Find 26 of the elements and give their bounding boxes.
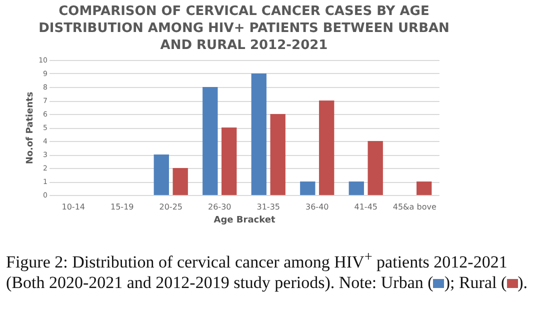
x-tick-label: 10-14 (62, 202, 85, 212)
text: AND RURAL 2012-2021 (160, 38, 328, 53)
bar (319, 100, 334, 195)
bar (222, 128, 237, 195)
bar (154, 154, 169, 195)
x-tick-label: 45&a bove (392, 202, 436, 212)
bar (368, 141, 383, 195)
x-tick-label: 15-19 (110, 202, 134, 212)
x-tick-label: 31-35 (256, 202, 280, 212)
text: DISTRIBUTION AMONG HIV+ PATIENTS BETWEEN URBAN (38, 21, 450, 36)
x-tick-label: 36-40 (306, 202, 329, 212)
x-tick-label: 20-25 (159, 202, 182, 212)
x-tick-label: 26-30 (208, 202, 232, 212)
bar (416, 182, 432, 195)
bar (172, 168, 188, 195)
x-tick-label: 41-45 (354, 202, 378, 212)
text: ). (518, 272, 528, 292)
bar (300, 182, 316, 195)
x-axis-title: Age Bracket (214, 216, 276, 226)
bar (202, 87, 218, 195)
bar (348, 182, 364, 195)
y-axis-title: No.of Patients (26, 92, 36, 164)
bar (270, 114, 286, 195)
bar (251, 74, 266, 195)
text: ); Rural ( (444, 272, 507, 292)
text: COMPARISON OF CERVICAL CANCER CASES BY AGE (58, 4, 430, 19)
